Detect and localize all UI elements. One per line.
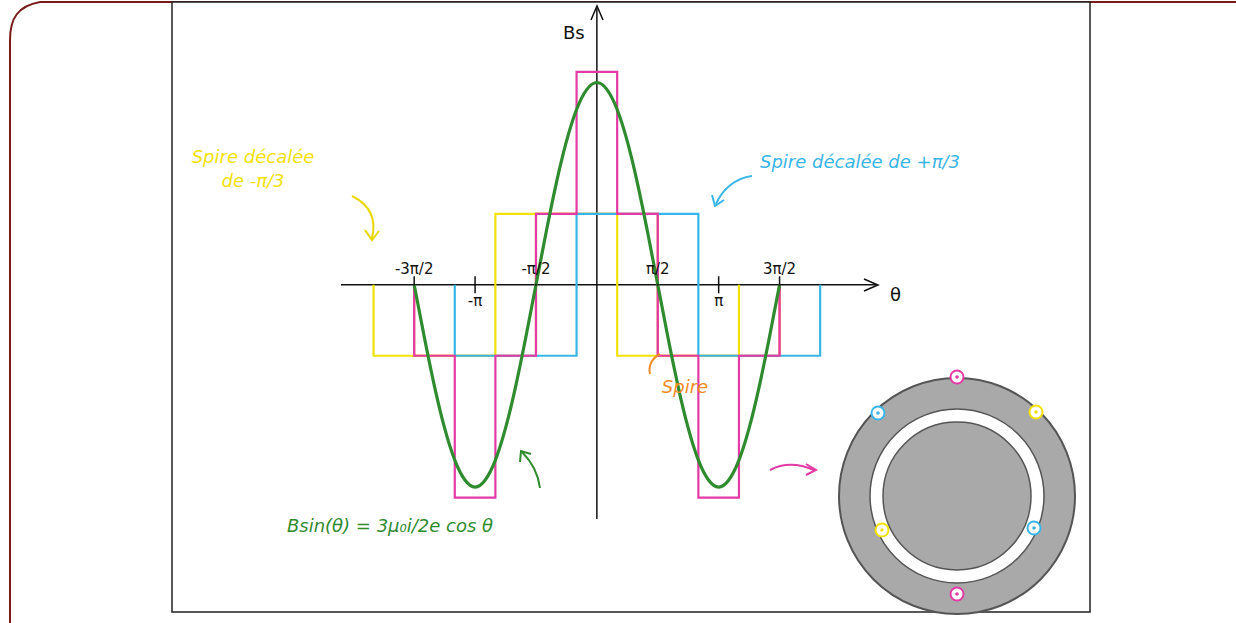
svg-text:-π/2: -π/2 (521, 260, 550, 278)
svg-text:3π/2: 3π/2 (763, 260, 796, 278)
svg-text:-π: -π (468, 292, 482, 310)
html-text:Spire décalée de +π/3: Spire décalée de +π/3 (760, 151, 960, 172)
svg-text:π/2: π/2 (646, 260, 670, 278)
html-text:θ: θ (890, 284, 901, 305)
svg-text:-3π/2: -3π/2 (395, 260, 434, 278)
html-text:Spire décalée de -π/3: Spire décalée de -π/3 (191, 146, 315, 192)
html-text:Spire: Spire (661, 376, 709, 397)
html-text:Bs: Bs (563, 22, 585, 43)
html-text:Bsin(θ) = 3μ₀i/2e cos θ: Bsin(θ) = 3μ₀i/2e cos θ (286, 515, 494, 536)
svg-text:π: π (714, 292, 723, 310)
